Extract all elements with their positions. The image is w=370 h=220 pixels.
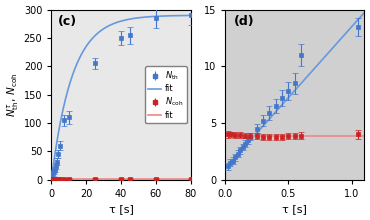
- Text: (d): (d): [233, 15, 254, 28]
- Legend: $N_{\mathrm{th}}$, fit, $N_{\mathrm{coh}}$, fit: $N_{\mathrm{th}}$, fit, $N_{\mathrm{coh}…: [145, 66, 186, 123]
- Text: (c): (c): [58, 15, 77, 28]
- X-axis label: τ [s]: τ [s]: [109, 204, 134, 214]
- Y-axis label: $N^{\tau}_{\mathrm{th}},\,N_{\mathrm{coh}}$: $N^{\tau}_{\mathrm{th}},\,N_{\mathrm{coh…: [6, 72, 21, 117]
- X-axis label: τ [s]: τ [s]: [282, 204, 307, 214]
